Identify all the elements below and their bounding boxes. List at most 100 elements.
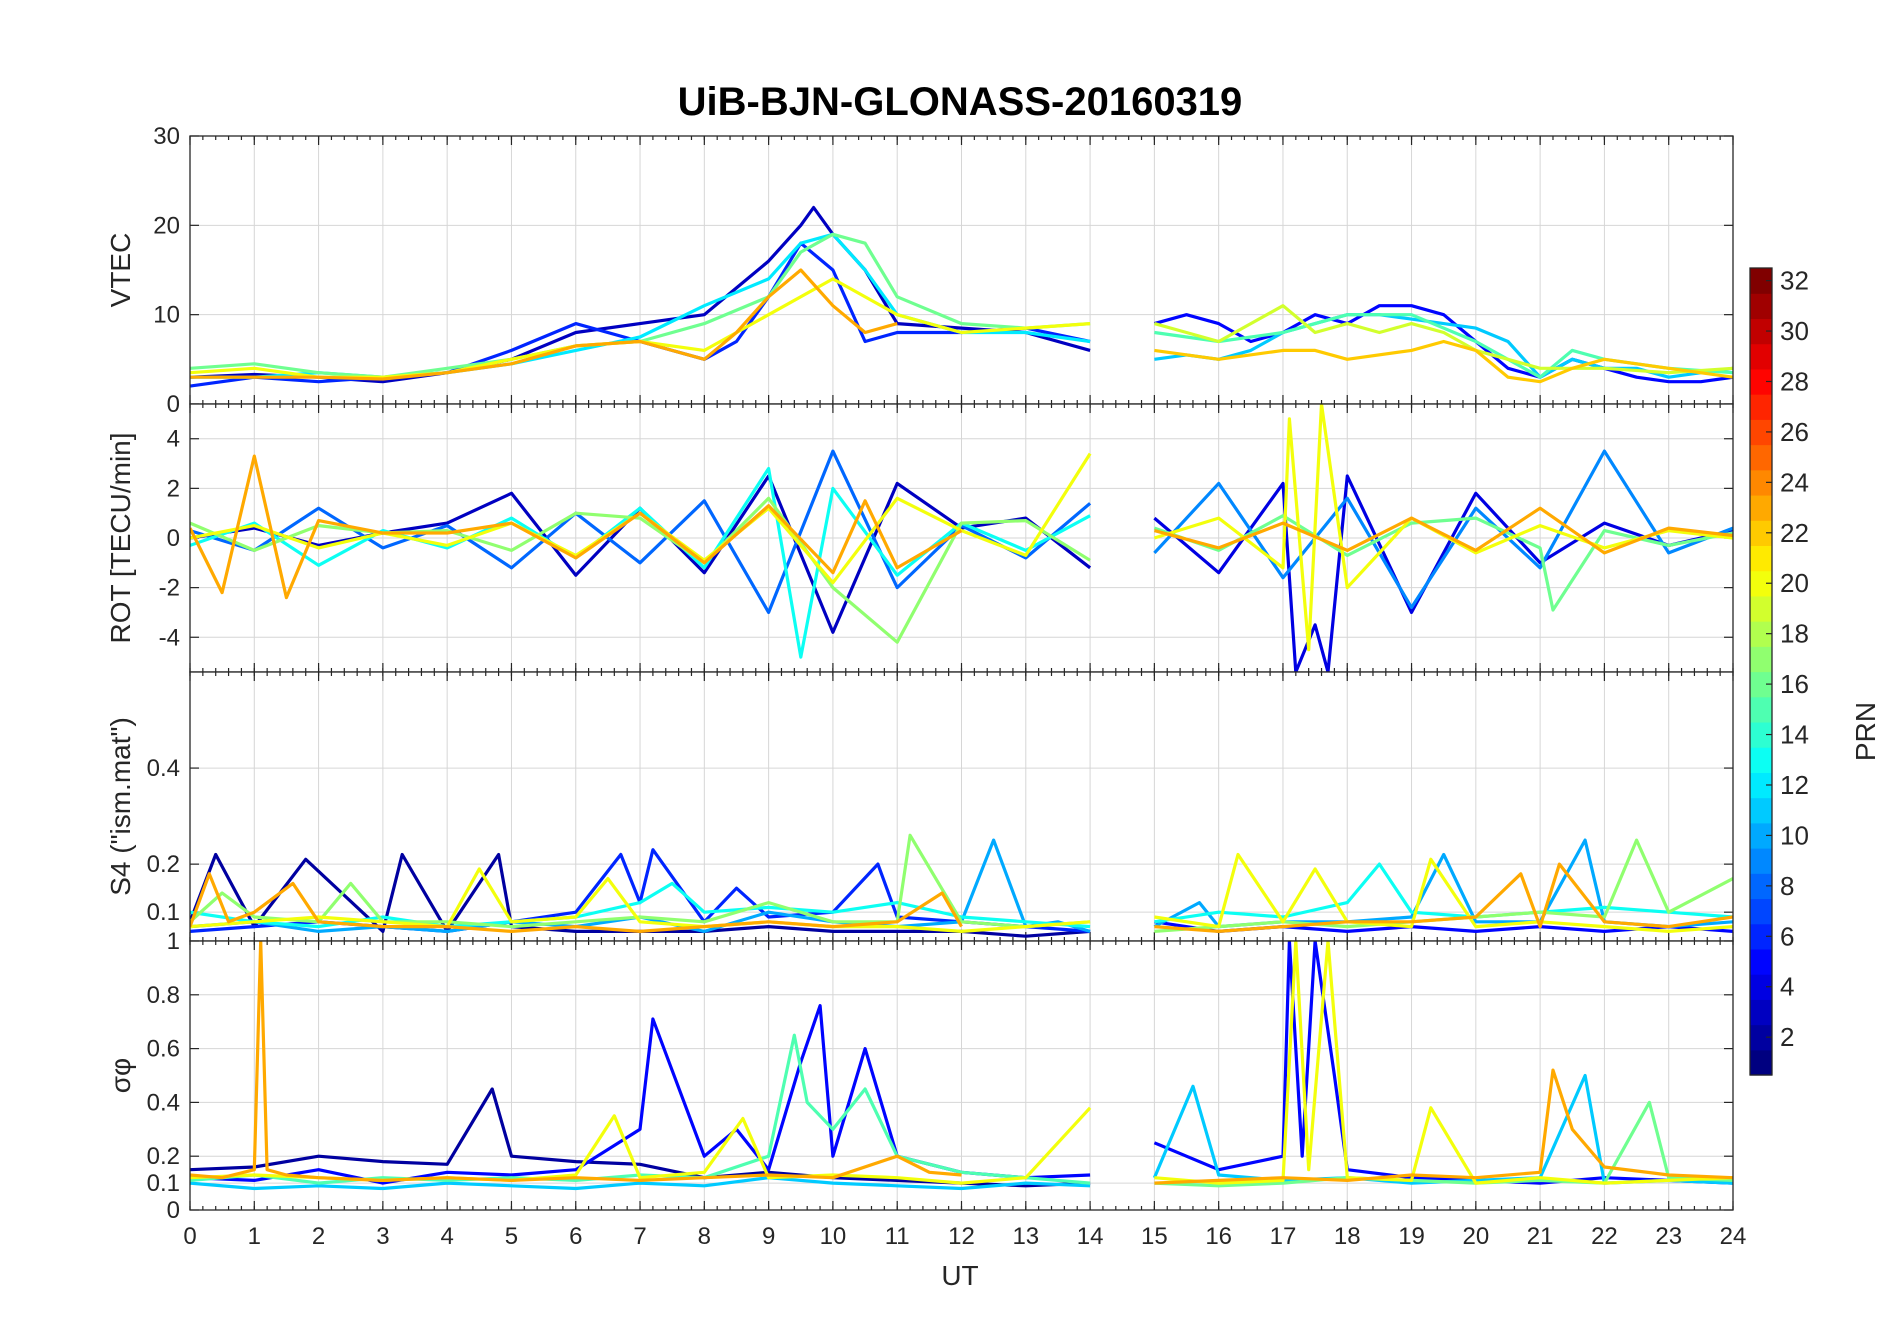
series-line-prn-20: [190, 867, 1091, 934]
y-tick-label: 2: [167, 475, 180, 502]
colorbar-swatch: [1750, 444, 1772, 471]
y-axis-label: S4 ("ism.mat"): [105, 717, 136, 896]
colorbar-swatch: [1750, 898, 1772, 925]
y-tick-label: 0.2: [147, 851, 180, 878]
series-line-prn-23: [1154, 1068, 1733, 1185]
x-tick-label: 20: [1462, 1223, 1489, 1250]
y-tick-label: 0.4: [147, 1089, 180, 1116]
colorbar-swatch: [1750, 570, 1772, 597]
series-line-prn-13: [190, 881, 1091, 929]
chart-title: UiB-BJN-GLONASS-20160319: [678, 80, 1243, 124]
colorbar-tick-label: 32: [1780, 266, 1809, 296]
x-tick-label: 10: [820, 1223, 847, 1250]
colorbar-swatch: [1750, 545, 1772, 572]
colorbar-tick-label: 8: [1780, 871, 1794, 901]
x-tick-label: 17: [1270, 1223, 1297, 1250]
series-line-prn-23: [190, 872, 963, 934]
series-line-prn-9: [1153, 449, 1733, 610]
series-line-prn-19: [1153, 304, 1733, 375]
series-line-prn-5: [1153, 941, 1733, 1185]
colorbar-swatch: [1750, 1049, 1772, 1076]
series-line-prn-20: [1154, 852, 1733, 934]
series-line-prn-5: [1153, 304, 1733, 384]
x-tick-label: 16: [1205, 1223, 1232, 1250]
x-tick-label: 23: [1655, 1223, 1682, 1250]
x-tick-label: 3: [376, 1223, 389, 1250]
x-tick-label: 21: [1527, 1223, 1554, 1250]
colorbar-swatch: [1750, 873, 1772, 900]
colorbar-swatch: [1750, 419, 1772, 446]
series-line-prn-17: [190, 833, 1091, 929]
colorbar-swatch: [1750, 848, 1772, 874]
series-line-prn-23: [190, 268, 898, 381]
x-tick-label: 6: [569, 1223, 582, 1250]
y-tick-label: 30: [153, 123, 180, 150]
series-line-prn-13: [1154, 862, 1733, 924]
series-line-prn-22: [1154, 339, 1733, 384]
colorbar-swatch: [1750, 268, 1772, 294]
colorbar-swatch: [1750, 595, 1772, 622]
colorbar-swatch: [1750, 646, 1772, 673]
x-tick-label: 2: [312, 1223, 325, 1250]
colorbar-frame: [1749, 267, 1773, 1076]
colorbar-swatch: [1750, 494, 1772, 521]
x-tick-label: 18: [1334, 1223, 1361, 1250]
colorbar-swatch: [1750, 948, 1772, 975]
series-line-prn-23: [1153, 506, 1733, 555]
series-line-prn-17: [190, 496, 1091, 644]
panel-s4: 0.1 0.2 0.4 S4 ("ism.mat"): [105, 671, 1734, 942]
y-tick-label: 4: [167, 426, 180, 453]
y-tick-label: 0.2: [147, 1143, 180, 1170]
colorbar-swatch: [1750, 293, 1772, 320]
x-tick-label: 8: [698, 1223, 711, 1250]
colorbar-swatch: [1750, 671, 1772, 698]
x-tick-label: 9: [762, 1223, 775, 1250]
axes-frame: [189, 940, 1734, 1211]
colorbar-swatch: [1750, 520, 1772, 547]
y-tick-label: 0: [167, 1197, 180, 1224]
y-tick-label: 0.8: [147, 982, 180, 1009]
series-line-prn-16: [1153, 514, 1733, 612]
x-tick-label: 22: [1591, 1223, 1618, 1250]
y-axis-label: ROT [TECU/min]: [105, 432, 136, 643]
colorbar-swatch: [1750, 394, 1772, 420]
colorbar-swatch: [1750, 343, 1772, 370]
y-tick-label: 0.1: [147, 899, 180, 926]
y-tick-label: 0.6: [147, 1036, 180, 1063]
y-tick-label: -4: [159, 624, 180, 651]
colorbar-tick-label: 10: [1780, 820, 1809, 850]
colorbar-tick-label: 26: [1780, 417, 1809, 447]
colorbar-tick-label: 20: [1780, 568, 1809, 598]
colorbar-tick-label: 12: [1780, 770, 1809, 800]
series-line-prn-11: [1154, 313, 1733, 379]
series-group: [190, 833, 1733, 938]
colorbar-swatch: [1750, 797, 1772, 824]
colorbar-tick-label: 24: [1780, 467, 1809, 497]
x-tick-label: 19: [1398, 1223, 1425, 1250]
y-axis-label: VTEC: [105, 233, 136, 308]
panel-rot: -4 -2 0 2 4 ROT [TECU/min]: [105, 403, 1734, 673]
colorbar-tick-label: 2: [1780, 1022, 1794, 1052]
series-group: [190, 941, 1733, 1191]
y-tick-label: 0.1: [147, 1170, 180, 1197]
y-tick-label: 20: [153, 212, 180, 239]
colorbar-swatch: [1750, 318, 1772, 345]
series-line-prn-20: [1153, 404, 1733, 652]
x-tick-label: 0: [183, 1223, 196, 1250]
colorbar-tick-label: 14: [1780, 720, 1809, 750]
colorbar-tick-label: 30: [1780, 316, 1809, 346]
colorbar-swatch: [1750, 772, 1772, 799]
colorbar-swatch: [1750, 974, 1772, 1000]
colorbar-tick-label: 4: [1780, 972, 1794, 1002]
colorbar-swatch: [1750, 469, 1772, 496]
y-axis-label: σφ: [105, 1058, 136, 1093]
colorbar-swatch: [1750, 822, 1772, 849]
colorbar-swatch: [1750, 999, 1772, 1026]
y-tick-label: 0: [167, 525, 180, 552]
series-line-prn-23: [190, 941, 962, 1183]
colorbar-swatch: [1750, 368, 1772, 395]
x-tick-label: 14: [1077, 1223, 1104, 1250]
